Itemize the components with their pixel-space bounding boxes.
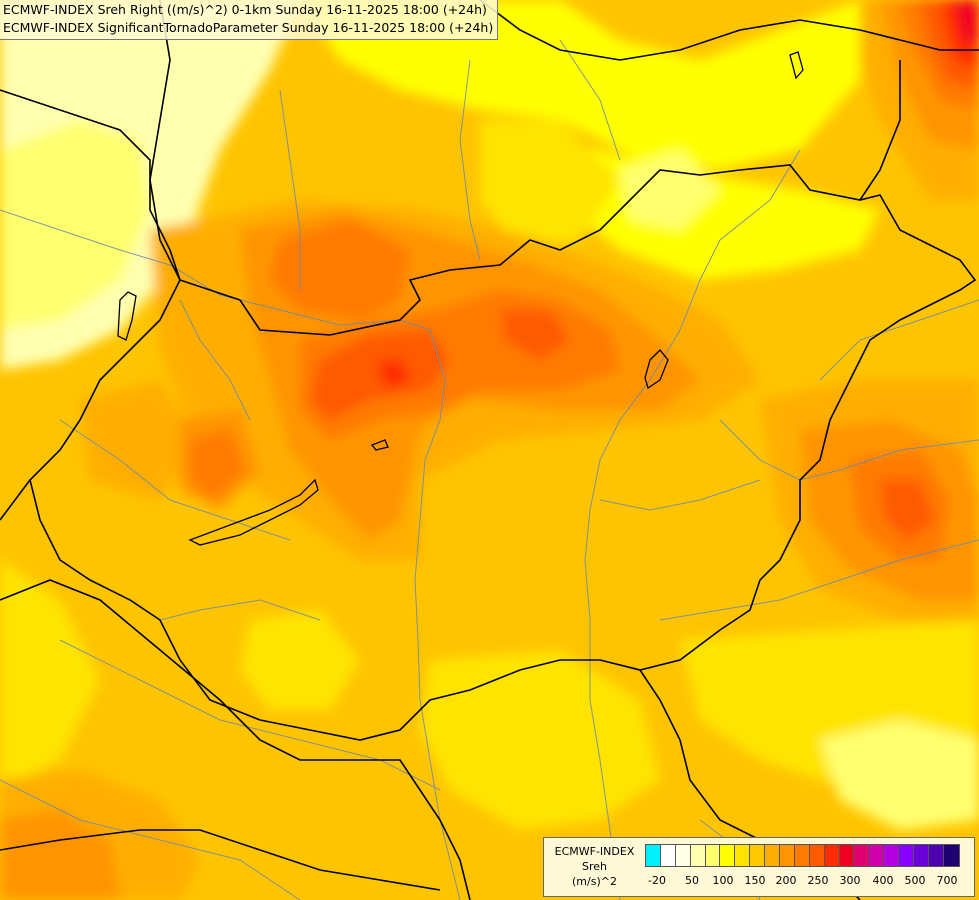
color-legend: ECMWF-INDEX Sreh (m/s)^2 -20 50 100 150 200 2…	[543, 837, 975, 897]
legend-tick-label: -20	[648, 874, 666, 887]
border-croatia-bih	[0, 579, 471, 900]
legend-tick-label: 700	[936, 874, 958, 887]
sreh-peak-region	[500, 310, 570, 360]
river-mures	[659, 539, 979, 621]
border-slovakia-poland	[479, 0, 979, 61]
sreh-peak-region	[955, 0, 979, 45]
legend-tick-label: 200	[775, 874, 797, 887]
river-tributary	[599, 479, 761, 511]
legend-caption: ECMWF-INDEX Sreh (m/s)^2	[547, 844, 642, 889]
legend-swatch	[928, 845, 944, 866]
legend-tick-label: 150	[744, 874, 766, 887]
river-someș	[819, 299, 979, 381]
river-sava	[0, 779, 301, 900]
sreh-low-region	[0, 560, 100, 790]
legend-ticks: -20 50 100 150 200 250 300 400 500 700	[645, 874, 975, 890]
lake-small	[370, 439, 389, 451]
lakes	[117, 51, 804, 546]
legend-tick-label: 250	[807, 874, 829, 887]
river-tributary	[719, 419, 979, 481]
river-raba	[59, 419, 291, 541]
legend-swatch	[899, 845, 915, 866]
border-austria	[0, 89, 181, 281]
sreh-low-region	[420, 650, 660, 830]
legend-swatch	[809, 845, 825, 866]
legend-swatches	[645, 844, 960, 867]
legend-variable: Sreh	[581, 860, 607, 873]
river-north	[559, 39, 621, 161]
rivers	[0, 39, 979, 900]
sreh-low-region	[820, 720, 979, 830]
legend-swatch	[646, 845, 661, 866]
legend-swatch	[943, 845, 959, 866]
river-hron	[459, 59, 481, 261]
border-bih-south	[0, 829, 441, 891]
legend-swatch	[824, 845, 840, 866]
legend-tick-label: 50	[685, 874, 699, 887]
legend-swatch	[750, 845, 766, 866]
legend-tick-label: 100	[712, 874, 734, 887]
sreh-low-region	[240, 610, 360, 710]
border-slovakia-north	[149, 0, 181, 281]
lake-balaton	[188, 478, 319, 546]
sreh-high-region	[270, 220, 410, 320]
map-title-line-2: ECMWF-INDEX SignificantTornadoParameter …	[3, 20, 494, 35]
sreh-peak-region	[378, 360, 410, 388]
legend-swatch	[794, 845, 810, 866]
lake-tisza	[644, 349, 669, 390]
river-tributary	[179, 299, 251, 421]
sreh-low-region	[0, 120, 150, 330]
map-title-line-1: ECMWF-INDEX Sreh Right ((m/s)^2) 0-1km S…	[3, 2, 487, 17]
legend-tick-label: 400	[872, 874, 894, 887]
legend-swatch	[690, 845, 706, 866]
legend-swatch	[780, 845, 795, 866]
legend-unit: (m/s)^2	[572, 875, 617, 888]
legend-source: ECMWF-INDEX	[554, 845, 635, 858]
sreh-low-region	[480, 120, 620, 250]
river-tisza	[584, 149, 801, 900]
legend-tick-label: 300	[839, 874, 861, 887]
sreh-mid-region	[80, 380, 200, 500]
lake-north	[789, 51, 804, 80]
map-title-box: ECMWF-INDEX Sreh Right ((m/s)^2) 0-1km S…	[0, 0, 499, 40]
river-tributary	[159, 599, 321, 621]
legend-swatch	[884, 845, 900, 866]
legend-swatch	[914, 845, 929, 866]
legend-tick-label: 500	[904, 874, 926, 887]
border-hungary	[29, 164, 977, 741]
lake-neusiedl	[117, 291, 137, 341]
sreh-high-region	[0, 810, 120, 900]
legend-swatch	[854, 845, 870, 866]
legend-swatch	[765, 845, 781, 866]
sreh-low-region	[300, 0, 860, 170]
legend-swatch	[660, 845, 676, 866]
river-vah	[279, 89, 301, 290]
sreh-peak-region	[310, 330, 450, 420]
legend-swatch	[675, 845, 691, 866]
legend-swatch	[720, 845, 736, 866]
sreh-high-region	[190, 430, 245, 500]
legend-swatch	[839, 845, 855, 866]
border-ukraine	[859, 60, 901, 201]
river-drava	[59, 639, 441, 791]
border-croatia-slovenia	[0, 479, 31, 521]
sreh-low-region	[620, 150, 720, 230]
river-danube	[0, 209, 461, 900]
sreh-peak-region	[880, 480, 935, 540]
legend-swatch	[705, 845, 721, 866]
legend-swatch	[735, 845, 751, 866]
legend-swatch	[869, 845, 885, 866]
